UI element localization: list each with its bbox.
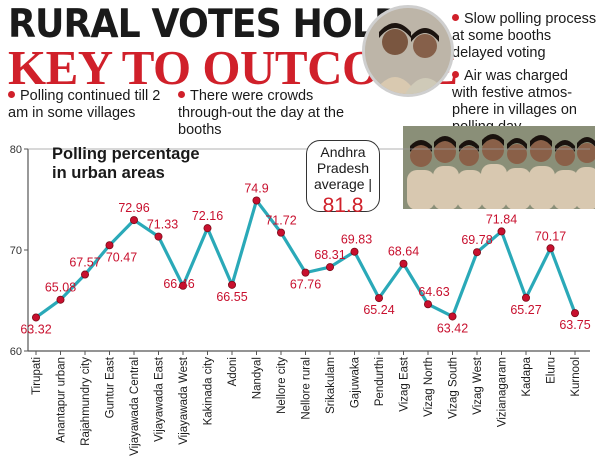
data-label: 69.83: [341, 233, 372, 247]
data-label: 68.31: [314, 248, 345, 262]
data-point: [350, 247, 359, 256]
data-label: 70.47: [106, 250, 137, 264]
data-point: [32, 313, 41, 322]
data-label: 65.08: [45, 281, 76, 295]
bullet-crowds: There were crowds through-out the day at…: [178, 88, 363, 139]
data-label: 72.96: [118, 201, 149, 215]
bullet-slow-polling: Slow polling process at some booths dela…: [452, 11, 597, 62]
data-label: 74.9: [244, 182, 268, 196]
x-tick-label: Vijayawada East: [154, 356, 166, 442]
y-tick-label: 70: [10, 245, 22, 257]
data-point: [301, 268, 310, 277]
x-tick-label: Gajuwaka: [350, 356, 362, 408]
state-average-value: 81.8: [322, 194, 364, 217]
data-point: [399, 259, 408, 268]
x-tick-label: Vizag North: [423, 357, 435, 417]
data-label: 67.57: [69, 256, 100, 270]
data-label: 71.72: [265, 214, 296, 228]
data-label: 72.16: [192, 209, 223, 223]
data-point: [325, 263, 334, 272]
data-label: 69.78: [461, 233, 492, 247]
data-point: [423, 300, 432, 309]
bullet-text: Air was charged with festive atmos-phere…: [452, 68, 577, 135]
bullet-dot-icon: [8, 91, 15, 98]
x-tick-label: Anantapur urban: [56, 357, 68, 443]
x-tick-label: Vijayawada Central: [129, 357, 141, 456]
x-tick-label: Kurnool: [570, 357, 582, 397]
data-label: 66.46: [163, 277, 194, 291]
data-label: 63.75: [559, 318, 590, 332]
x-tick-label: Vizianagaram: [497, 357, 509, 427]
data-label: 71.33: [147, 218, 178, 232]
x-tick-label: Kakinada city: [203, 357, 215, 426]
x-tick-label: Vizag West: [472, 356, 484, 415]
data-label: 70.17: [535, 229, 566, 243]
x-tick-label: Kadapa: [521, 356, 533, 396]
data-label: 67.76: [290, 278, 321, 292]
headline-line1: RURAL VOTES HOLD: [8, 2, 404, 47]
data-label: 65.24: [363, 303, 394, 317]
data-label: 63.42: [437, 321, 468, 335]
data-point: [472, 248, 481, 257]
x-tick-label: Tirupati: [31, 357, 43, 395]
data-point: [276, 228, 285, 237]
bullet-festive: Air was charged with festive atmos-phere…: [452, 68, 597, 136]
x-tick-label: Nellore rural: [301, 357, 313, 420]
data-point: [56, 295, 65, 304]
bullet-late-polling: Polling continued till 2 am in some vill…: [8, 88, 168, 122]
data-point: [203, 224, 212, 233]
x-tick-label: Eluru: [546, 357, 558, 384]
state-average-label: Andhra Pradesh average |: [313, 144, 373, 192]
data-point: [448, 312, 457, 321]
data-point: [105, 241, 114, 250]
chart-title: Polling percentage in urban areas: [52, 145, 212, 183]
bullet-dot-icon: [452, 71, 459, 78]
x-tick-label: Nellore city: [276, 357, 288, 414]
x-tick-label: Nandyal: [252, 357, 264, 399]
x-tick-label: Rajahmundry city: [80, 357, 92, 446]
data-point: [178, 281, 187, 290]
data-label: 71.84: [486, 212, 517, 226]
data-label: 64.63: [418, 285, 449, 299]
data-label: 68.64: [388, 245, 419, 259]
x-tick-label: Srikakulam: [325, 357, 337, 414]
voter-portrait-photo: [362, 5, 454, 97]
x-tick-label: Guntur East: [105, 356, 117, 418]
data-point: [227, 280, 236, 289]
bullet-text: Polling continued till 2 am in some vill…: [8, 88, 161, 121]
data-label: 63.32: [20, 322, 51, 336]
y-tick-label: 80: [10, 144, 22, 156]
bullet-text: There were crowds through-out the day at…: [178, 88, 345, 138]
data-point: [81, 270, 90, 279]
data-point: [522, 293, 531, 302]
bullet-text: Slow polling process at some booths dela…: [452, 11, 597, 61]
data-label: 66.55: [216, 290, 247, 304]
x-tick-label: Vizag South: [448, 357, 460, 419]
bullet-dot-icon: [178, 91, 185, 98]
data-point: [154, 232, 163, 241]
x-tick-label: Adoni: [227, 357, 239, 386]
data-label: 65.27: [510, 303, 541, 317]
data-point: [252, 196, 261, 205]
chart-title-text: Polling percentage in urban areas: [52, 145, 200, 182]
data-point: [374, 294, 383, 303]
data-point: [546, 244, 555, 253]
y-tick-label: 60: [10, 346, 22, 358]
bullet-dot-icon: [452, 14, 459, 21]
data-point: [571, 309, 580, 318]
data-point: [497, 227, 506, 236]
data-point: [129, 216, 138, 225]
x-tick-label: Vizag East: [399, 356, 411, 412]
x-tick-label: Vijayawada West: [178, 356, 190, 445]
crowd-photo: [403, 126, 595, 209]
state-average-box: Andhra Pradesh average | 81.8: [306, 140, 380, 217]
x-tick-label: Pendurthi: [374, 357, 386, 406]
